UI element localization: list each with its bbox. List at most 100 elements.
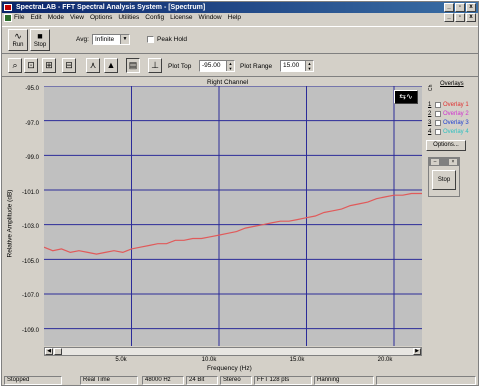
window-title: SpectraLAB - FFT Spectral Analysis Syste… bbox=[16, 4, 206, 11]
plot-top-label: Plot Top bbox=[168, 63, 192, 70]
chevron-down-icon[interactable]: ▼ bbox=[120, 35, 129, 44]
x-tick-label: 10.0k bbox=[201, 357, 217, 363]
scroll-left-icon[interactable]: ◀ bbox=[45, 348, 53, 355]
document-window-controls: _ ▫ x bbox=[444, 13, 476, 22]
channel-label: Ch bbox=[428, 84, 434, 91]
menu-window[interactable]: Window bbox=[198, 14, 222, 21]
overlay-number: 2 bbox=[428, 111, 432, 117]
peak-marker-icon[interactable]: ⋏ bbox=[86, 58, 100, 73]
doc-minimize-button[interactable]: _ bbox=[444, 13, 454, 22]
channel-title: Right Channel bbox=[207, 79, 249, 86]
status-bits: 24 Bit bbox=[186, 376, 218, 385]
y-tick-label: -103.0 bbox=[21, 224, 39, 230]
overlay-3-label: Overlay 3 bbox=[443, 120, 469, 126]
status-extra bbox=[376, 376, 476, 385]
x-axis-title: Frequency (Hz) bbox=[207, 365, 252, 372]
plot-range-spinner[interactable]: 15.00 ▲ ▼ bbox=[280, 60, 314, 72]
peak-hold-label: Peak Hold bbox=[157, 36, 187, 43]
menu-view[interactable]: View bbox=[69, 14, 84, 21]
menu-license[interactable]: License bbox=[170, 14, 193, 21]
minimize-icon[interactable]: – bbox=[431, 159, 439, 165]
menu-edit[interactable]: Edit bbox=[30, 14, 42, 21]
overlays-header: Overlays bbox=[440, 81, 464, 87]
scroll-right-icon[interactable]: ▶ bbox=[413, 348, 421, 355]
x-tick-label: 20.0k bbox=[377, 357, 393, 363]
mini-stop-button[interactable]: Stop bbox=[432, 170, 456, 190]
overlay-4-label: Overlay 4 bbox=[443, 129, 469, 135]
run-label: Run bbox=[12, 42, 24, 48]
y-tick-label: -97.0 bbox=[25, 121, 39, 127]
status-state: Stopped bbox=[4, 376, 62, 385]
x-tick-label: 15.0k bbox=[289, 357, 305, 363]
overlay-number: 4 bbox=[428, 129, 432, 135]
status-window: Hanning bbox=[314, 376, 374, 385]
stop-button[interactable]: ■ Stop bbox=[30, 29, 50, 51]
menu-help[interactable]: Help bbox=[227, 14, 241, 21]
minimize-button[interactable]: _ bbox=[444, 3, 454, 12]
overlay-2-label: Overlay 2 bbox=[443, 111, 469, 117]
display-icon[interactable]: ▤ bbox=[126, 58, 140, 73]
window-controls: _ ▫ x bbox=[444, 3, 476, 12]
spinner-arrows-icon[interactable]: ▲ ▼ bbox=[226, 61, 234, 71]
options-button[interactable]: Options... bbox=[426, 140, 466, 151]
menu-utilities[interactable]: Utilities bbox=[118, 14, 140, 21]
app-icon bbox=[4, 4, 12, 11]
horizontal-scrollbar[interactable]: ◀ ▶ bbox=[44, 347, 422, 356]
mini-control-window: – × Stop bbox=[428, 157, 460, 197]
menu-mode[interactable]: Mode bbox=[47, 14, 64, 21]
close-icon[interactable]: × bbox=[449, 159, 457, 165]
waveform-mode-button[interactable]: ⇆∿ bbox=[394, 90, 418, 104]
overlay-4-checkbox[interactable] bbox=[435, 129, 441, 135]
y-tick-label: -95.0 bbox=[25, 86, 39, 92]
y-tick-label: -101.0 bbox=[21, 190, 39, 196]
stop-label: Stop bbox=[33, 42, 47, 48]
main-toolbar: ∿ Run ■ Stop Avg: Infinite ▼ Peak Hold bbox=[2, 26, 478, 54]
overlay-number: 1 bbox=[428, 102, 432, 108]
scale-fit-icon[interactable]: ⊡ bbox=[24, 58, 38, 73]
menu-config[interactable]: Config bbox=[145, 14, 165, 21]
waveform-icon: ∿ bbox=[14, 31, 22, 41]
avg-value: Infinite bbox=[95, 36, 115, 43]
overlay-3-checkbox[interactable] bbox=[435, 120, 441, 126]
y-axis-title: Relative Amplitude (dB) bbox=[6, 189, 14, 258]
cursor-icon[interactable]: ⊥ bbox=[148, 58, 162, 73]
y-tick-label: -107.0 bbox=[21, 293, 39, 299]
spectrum-plot[interactable]: ⇆∿ bbox=[43, 85, 422, 346]
overlay-number: 3 bbox=[428, 120, 432, 126]
overlay-1-checkbox[interactable] bbox=[435, 102, 441, 108]
menu-file[interactable]: File bbox=[14, 14, 25, 21]
menu-bar: File Edit Mode View Options Utilities Co… bbox=[2, 13, 478, 23]
overlays-panel: Overlays Ch 1 Overlay 1 2 Overlay 2 3 Ov… bbox=[426, 79, 478, 209]
maximize-button[interactable]: ▫ bbox=[455, 3, 465, 12]
avg-select[interactable]: Infinite ▼ bbox=[92, 34, 130, 45]
status-mode: Real Time bbox=[80, 376, 138, 385]
peak-hold-checkbox[interactable] bbox=[147, 36, 154, 43]
mini-window-titlebar: – × bbox=[429, 158, 459, 166]
overlay-2-checkbox[interactable] bbox=[435, 111, 441, 117]
plot-range-label: Plot Range bbox=[240, 63, 273, 70]
plot-top-value: -95.00 bbox=[202, 62, 221, 69]
area-icon[interactable]: ▲ bbox=[104, 58, 118, 73]
status-fft-size: FFT 128 pts bbox=[254, 376, 312, 385]
plot-top-spinner[interactable]: -95.00 ▲ ▼ bbox=[199, 60, 235, 72]
doc-close-button[interactable]: x bbox=[466, 13, 476, 22]
scroll-thumb[interactable] bbox=[54, 348, 62, 355]
x-tick-label: 5.0k bbox=[115, 357, 127, 363]
doc-restore-button[interactable]: ▫ bbox=[455, 13, 465, 22]
overlay-1-label: Overlay 1 bbox=[443, 102, 469, 108]
document-icon[interactable] bbox=[4, 14, 12, 22]
stop-icon: ■ bbox=[37, 31, 43, 41]
scale-y-icon[interactable]: ⊟ bbox=[62, 58, 76, 73]
plot-range-value: 15.00 bbox=[283, 62, 300, 69]
run-button[interactable]: ∿ Run bbox=[8, 29, 28, 51]
spectrum-chart[interactable] bbox=[43, 85, 422, 346]
scale-x-icon[interactable]: ⊞ bbox=[42, 58, 56, 73]
status-sample-rate: 48000 Hz bbox=[142, 376, 184, 385]
y-tick-label: -109.0 bbox=[21, 328, 39, 334]
y-tick-label: -105.0 bbox=[21, 259, 39, 265]
menu-options[interactable]: Options bbox=[89, 14, 113, 21]
close-button[interactable]: x bbox=[466, 3, 476, 12]
zoom-icon[interactable]: ⌕ bbox=[8, 58, 22, 73]
spinner-arrows-icon[interactable]: ▲ ▼ bbox=[305, 61, 313, 71]
